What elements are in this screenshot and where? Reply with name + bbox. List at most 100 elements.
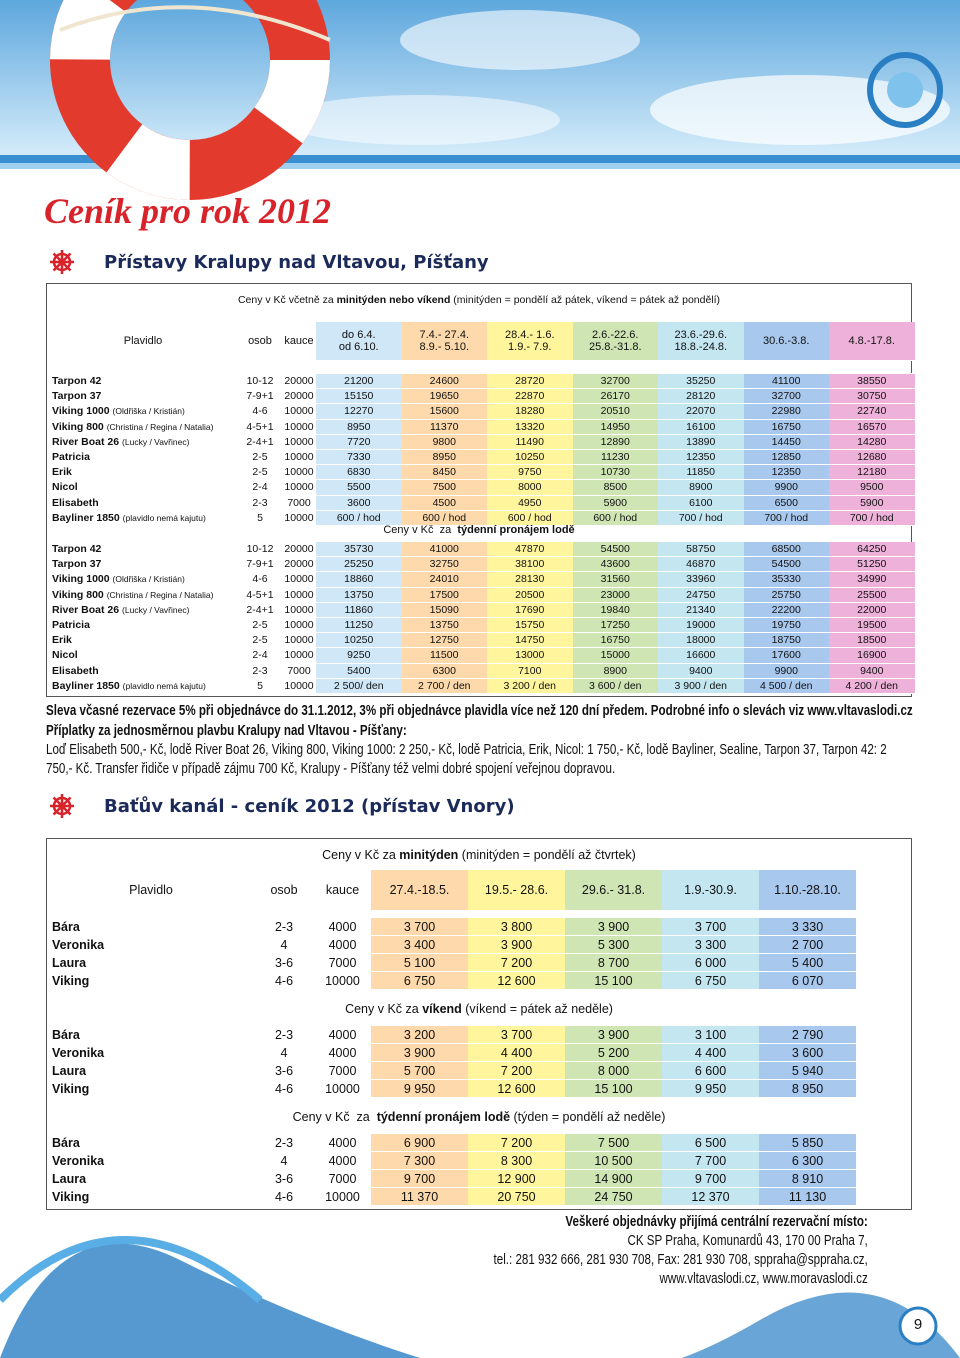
price: 8000 (487, 479, 573, 496)
vessel-detail: (Christina / Regina / Natalia) (106, 589, 214, 600)
price: 9400 (658, 663, 744, 679)
contact: Veškeré objednávky přijímá centrální rez… (400, 1213, 868, 1289)
price: 19840 (572, 602, 658, 618)
persons: 2-5 (238, 464, 282, 481)
deposit: 20000 (282, 388, 316, 405)
price: 18000 (658, 632, 744, 649)
price: 5400 (316, 663, 402, 679)
price: 8950 (316, 419, 402, 435)
price: 2 700 / den (401, 678, 487, 694)
price: 19500 (829, 617, 915, 634)
price: 3 300 (662, 935, 759, 954)
price: 13000 (487, 647, 573, 664)
price: 46870 (658, 556, 744, 573)
table-caption: Ceny v Kč za víkend (víkend = pátek až n… (46, 1002, 912, 1016)
vessel: Patricia (48, 617, 238, 634)
period-line: do 6.4. (341, 329, 376, 341)
persons: 3-6 (254, 1169, 314, 1188)
price: 9250 (316, 647, 402, 664)
vessel: Elisabeth (48, 663, 238, 679)
price: 24010 (401, 571, 487, 588)
price: 30750 (829, 388, 915, 405)
price: 3 900 (565, 918, 662, 936)
price: 8 000 (565, 1061, 662, 1080)
vessel-name: Laura (52, 1171, 87, 1186)
price: 7 500 (565, 1134, 662, 1152)
deposit: 10000 (282, 602, 316, 618)
vessel: Elisabeth (48, 495, 238, 511)
vessel: Veronika (48, 935, 254, 954)
price: 10 500 (565, 1151, 662, 1170)
price: 13320 (487, 419, 573, 435)
vessel-name: Elisabeth (52, 496, 99, 509)
vessel-name: Laura (52, 1063, 87, 1078)
price: 8900 (658, 479, 744, 496)
price: 6300 (401, 663, 487, 679)
price: 3 600 (759, 1043, 856, 1062)
table-caption: Ceny v Kč za týdenní pronájem lodě (týde… (46, 1110, 912, 1124)
price: 12890 (572, 434, 658, 450)
period-header: 4.8.-17.8. (829, 322, 915, 361)
period-header: 28.4.- 1.6. 1.9.- 7.9. (487, 322, 573, 361)
price-row: Bayliner 1850 (plavidlo nemá kajutu) 5 100… (48, 510, 915, 526)
price: 20 750 (468, 1187, 565, 1206)
vessel-detail: (Christina / Regina / Natalia) (106, 421, 214, 432)
deposit: 7000 (314, 1061, 371, 1080)
price: 9500 (829, 479, 915, 496)
deposit: 4000 (314, 1151, 371, 1170)
persons: 2-4+1 (238, 434, 282, 450)
vessel-name: Viking (52, 1081, 90, 1096)
persons: 4-5+1 (238, 419, 282, 435)
price-row: Laura 3-6 7000 9 700 12 900 14 900 9 700 8 910 (48, 1169, 856, 1188)
vessel: Bayliner 1850 (plavidlo nemá kajutu) (48, 510, 238, 526)
price: 9800 (401, 434, 487, 450)
price: 600 / hod (316, 510, 402, 526)
price: 14450 (743, 434, 829, 450)
price: 18750 (743, 632, 829, 649)
deposit: 10000 (282, 617, 316, 634)
price: 600 / hod (401, 510, 487, 526)
price: 3 600 / den (572, 678, 658, 694)
vessel-name: River Boat 26 (52, 435, 120, 448)
price: 25500 (829, 587, 915, 603)
price: 13750 (316, 587, 402, 603)
price-row: Laura 3-6 7000 5 700 7 200 8 000 6 600 5 940 (48, 1061, 856, 1080)
persons: 2-3 (254, 918, 314, 936)
deposit: 10000 (282, 632, 316, 649)
price: 11 130 (759, 1187, 856, 1206)
price: 24600 (401, 373, 487, 390)
price: 28120 (658, 388, 744, 405)
price: 11860 (316, 602, 402, 618)
vessel-name: Elisabeth (52, 664, 99, 677)
price: 12 600 (468, 1079, 565, 1098)
deposit: 4000 (314, 1026, 371, 1044)
caption-part: Ceny v Kč za (345, 1002, 423, 1016)
header-row: Plavidlo osob kauce 27.4.-18.5. 19.5.- 28.6.… (48, 870, 856, 911)
deposit: 4000 (314, 1134, 371, 1152)
caption-part: týdenní pronájem lodě (457, 524, 575, 536)
price: 6 300 (759, 1151, 856, 1170)
price: 8 910 (759, 1169, 856, 1188)
deposit: 10000 (282, 678, 316, 694)
vessel: Viking (48, 971, 254, 990)
price: 15600 (401, 403, 487, 420)
price: 6 750 (371, 971, 468, 990)
vessel: Tarpon 37 (48, 556, 238, 573)
price: 2 790 (759, 1026, 856, 1044)
price: 22980 (743, 403, 829, 420)
price: 3 330 (759, 918, 856, 936)
vessel: Laura (48, 1061, 254, 1080)
price: 12180 (829, 464, 915, 481)
vessel-name: Viking 800 (52, 588, 104, 601)
vessel: Bára (48, 1026, 254, 1044)
vessel: River Boat 26 (Lucky / Vavřinec) (48, 602, 238, 618)
price: 41000 (401, 542, 487, 558)
price: 7330 (316, 449, 402, 466)
persons: 4 (254, 1043, 314, 1062)
deposit: 7000 (282, 663, 316, 679)
price: 23000 (572, 587, 658, 603)
price-row: Viking 800 (Christina / Regina / Natalia… (48, 419, 915, 435)
price: 5 300 (565, 935, 662, 954)
vessel: Viking (48, 1079, 254, 1098)
persons: 4 (254, 1151, 314, 1170)
